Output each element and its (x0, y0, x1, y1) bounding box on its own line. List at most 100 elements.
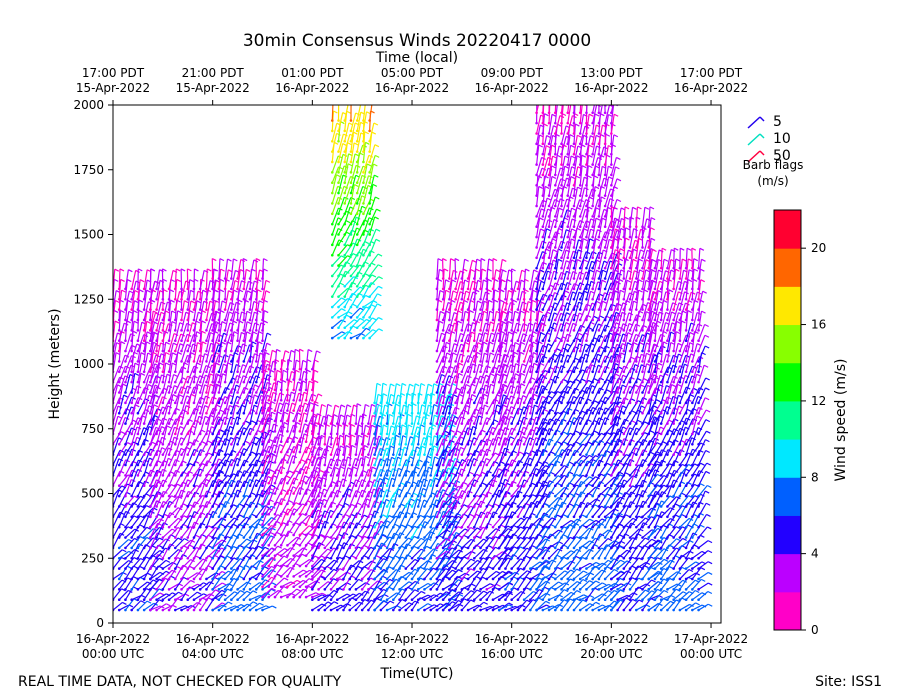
wind-barb-flag (285, 475, 291, 479)
wind-barb-dot (142, 515, 146, 519)
wind-barb-dot (167, 297, 171, 301)
wind-barb-dot (149, 308, 152, 311)
wind-barb-dot (349, 274, 353, 278)
wind-barb-dot (261, 440, 264, 444)
wind-barb-flag (341, 308, 346, 312)
wind-barb-dot (173, 287, 177, 291)
wind-barb-dot (368, 253, 371, 257)
wind-barb-flag (339, 101, 343, 103)
wind-barb-dot (261, 595, 264, 599)
wind-barb (149, 342, 154, 362)
wind-barb-dot (155, 484, 158, 488)
wind-barb-flag (172, 352, 177, 356)
wind-barb-dot (304, 533, 308, 537)
wind-barb-dot (349, 139, 353, 143)
wind-barb-flag (161, 447, 167, 451)
wind-barb-dot (349, 326, 353, 330)
wind-barb-dot (236, 297, 239, 301)
wind-barb-flag (340, 404, 346, 408)
wind-barb-dot (248, 411, 252, 415)
wind-barb-flag (196, 331, 201, 335)
wind-barb-flag (123, 394, 128, 398)
wind-barb-dot (335, 556, 339, 560)
wind-barb-dot (223, 453, 227, 456)
wind-barb (137, 352, 142, 372)
wind-barb-dot (330, 171, 334, 174)
wind-barb-dot (311, 577, 314, 581)
wind-barb (224, 437, 232, 455)
wind-barb (118, 365, 126, 383)
wind-barb-dot (205, 577, 208, 581)
wind-barb (113, 512, 121, 528)
wind-barb-dot (429, 536, 433, 539)
wind-barb-dot (379, 577, 383, 581)
wind-barb-dot (362, 212, 365, 216)
wind-barb-dot (337, 326, 340, 330)
wind-barb-flag (377, 264, 383, 268)
wind-barb-dot (180, 567, 183, 570)
wind-barb-dot (254, 577, 258, 581)
wind-barb-dot (360, 463, 364, 467)
wind-barb-flag (359, 317, 365, 321)
wind-barb-dot (323, 432, 327, 436)
wind-barb-dot (205, 401, 208, 405)
wind-barb-dot (342, 598, 345, 601)
wind-barb-dot (242, 442, 246, 446)
wind-barb (174, 460, 183, 476)
wind-barb-flag (159, 592, 165, 596)
wind-barb-dot (362, 202, 365, 205)
wind-barb-dot (236, 515, 239, 519)
wind-barb-dot (348, 546, 352, 550)
wind-barb (113, 397, 121, 414)
wind-barb-dot (149, 318, 152, 322)
wind-barb-dot (392, 463, 395, 467)
wind-barb-dot (429, 608, 433, 612)
wind-barb (193, 354, 201, 372)
wind-barb-dot (248, 536, 252, 539)
wind-barb (224, 568, 235, 580)
wind-barb-dot (292, 471, 295, 475)
wind-barb-dot (142, 380, 146, 384)
wind-barb-dot (242, 463, 246, 467)
wind-barb (193, 495, 204, 507)
wind-barb-flag (376, 208, 381, 212)
wind-barb (143, 395, 150, 414)
wind-barb-dot (117, 474, 121, 477)
wind-barb-dot (198, 391, 202, 394)
wind-barb-dot (136, 411, 140, 415)
wind-barb-dot (398, 422, 401, 425)
wind-barb (205, 373, 211, 393)
wind-barb-dot (404, 474, 408, 477)
wind-barb-dot (254, 484, 258, 488)
wind-barb-dot (124, 360, 127, 363)
wind-barb-dot (180, 608, 183, 612)
wind-barb (149, 366, 158, 383)
wind-barb-dot (286, 450, 289, 454)
wind-barb-dot (317, 536, 320, 539)
wind-barb-dot (173, 360, 177, 363)
wind-barb-flag (378, 276, 383, 280)
wind-barb-dot (142, 525, 146, 529)
wind-barb (212, 344, 219, 362)
wind-barb (193, 291, 199, 310)
wind-barb-dot (142, 318, 146, 322)
wind-barb-dot (236, 432, 239, 436)
wind-barb-dot (261, 481, 264, 485)
wind-barb-dot (149, 608, 152, 612)
wind-barb (143, 352, 149, 372)
wind-barb (143, 457, 150, 476)
wind-barb (125, 528, 136, 538)
wind-barb-flag (365, 141, 370, 145)
wind-barb (131, 558, 141, 570)
wind-barb (149, 404, 155, 424)
wind-barb-flag (313, 369, 319, 373)
wind-barb-flag (214, 330, 219, 334)
wind-barb-flag (227, 588, 232, 592)
wind-barb-dot (230, 546, 233, 550)
wind-barb-dot (136, 422, 140, 425)
wind-barb-dot (362, 264, 365, 267)
wind-barb-dot (230, 318, 233, 322)
wind-barb (143, 269, 148, 289)
wind-barb-dot (330, 222, 334, 226)
wind-barb (212, 449, 220, 466)
